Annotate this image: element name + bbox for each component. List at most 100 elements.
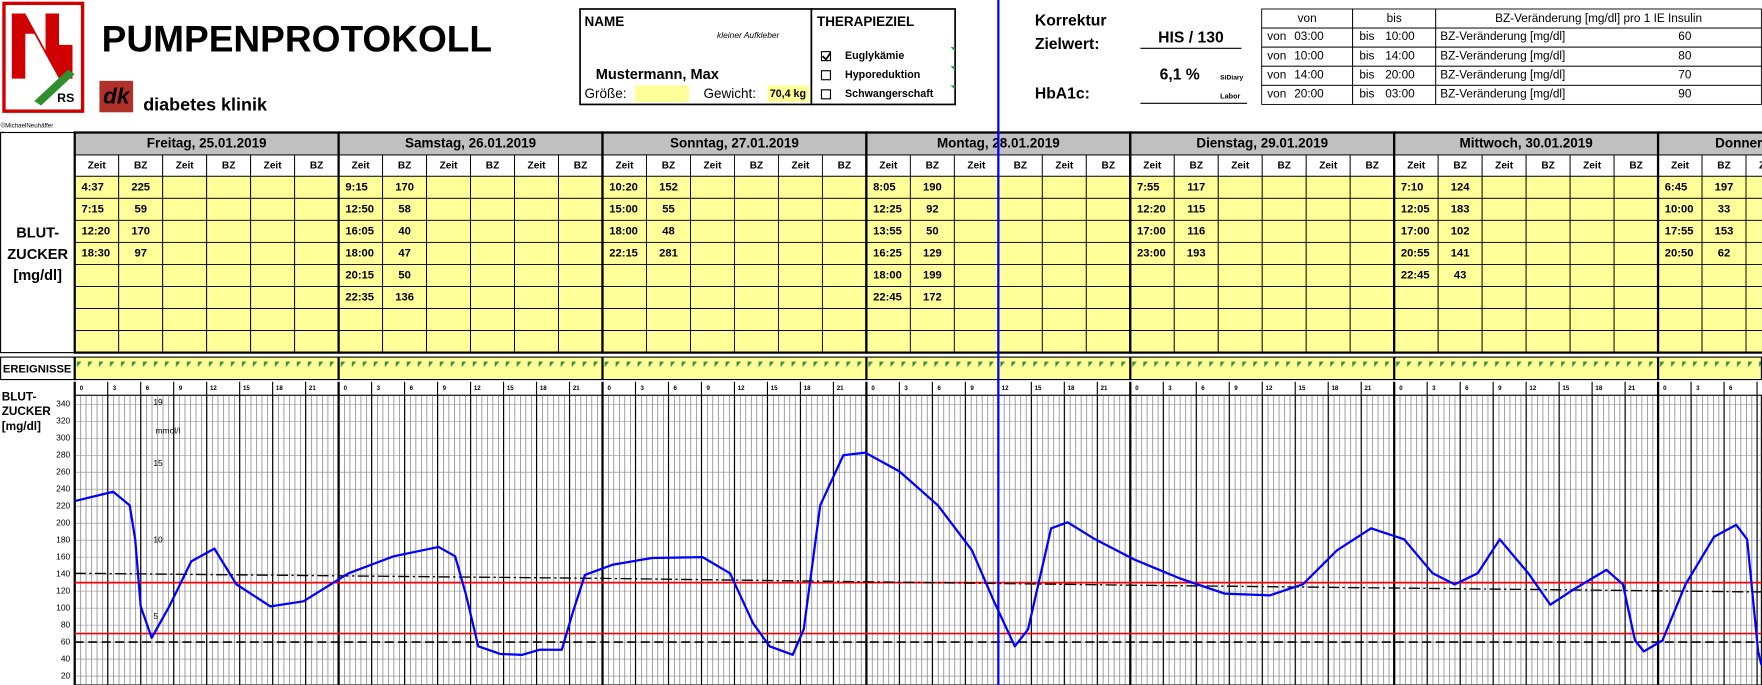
column-header: Zeit [879, 160, 898, 171]
x-tick-label: 15 [507, 385, 514, 392]
patient-name: Mustermann, Max [596, 67, 719, 83]
log-cell [162, 219, 208, 243]
log-cell [997, 264, 1043, 287]
log-cell [953, 308, 999, 332]
logo-mark [11, 13, 73, 79]
log-cell [1305, 308, 1351, 332]
reading-time: 23:00 [1137, 247, 1166, 259]
log-cell [953, 219, 999, 243]
log-cell [909, 330, 955, 354]
log-cell [1305, 175, 1351, 199]
log-cell [514, 197, 559, 221]
events-label: EREIGNISSE [3, 363, 72, 375]
reading-bz: 129 [923, 247, 942, 259]
log-cell [690, 175, 735, 199]
log-cell [1657, 330, 1703, 354]
log-cell [1569, 308, 1615, 332]
check-mark [822, 52, 832, 61]
log-label-cell [0, 131, 76, 354]
y-tick-label: 280 [56, 449, 70, 459]
reading-time: 15:00 [609, 203, 638, 215]
log-cell [1041, 241, 1087, 265]
x-tick-box [1528, 382, 1538, 394]
log-cell [1085, 197, 1131, 221]
column-header: Zeit [1231, 160, 1250, 171]
log-cell [338, 330, 384, 354]
x-tick-label: 6 [1465, 385, 1469, 392]
table-value: 70 [1678, 68, 1692, 81]
reading-time: 7:15 [81, 203, 103, 215]
log-cell [734, 197, 779, 221]
log-cell [1261, 219, 1307, 243]
log-cell [690, 219, 735, 243]
log-cell [1525, 330, 1571, 354]
column-header: BZ [1014, 160, 1027, 171]
log-cell [821, 241, 867, 265]
log-cell [1613, 330, 1659, 354]
log-cell [382, 330, 428, 354]
reading-bz: 59 [134, 203, 146, 215]
glucose-curve [74, 451, 1762, 666]
reading-bz: 170 [131, 225, 150, 237]
log-cell [250, 308, 296, 332]
height-label: Größe: [585, 86, 627, 101]
reading-bz: 62 [1718, 247, 1730, 259]
day-header: Sonntag, 27.01.2019 [670, 135, 799, 150]
y-tick-label: 160 [56, 551, 70, 561]
column-header: Zeit [1143, 160, 1162, 171]
reading-bz: 172 [923, 291, 942, 303]
table-text: 03:00 [1385, 87, 1415, 100]
log-cell [514, 330, 559, 354]
reading-time: 17:55 [1665, 225, 1694, 237]
log-cell [294, 219, 340, 243]
reading-bz: 193 [1187, 247, 1206, 259]
log-cell [118, 308, 164, 332]
reading-bz: 190 [923, 181, 942, 193]
log-cell [1657, 286, 1703, 309]
x-tick-box [604, 382, 614, 394]
name-label: NAME [585, 14, 625, 29]
log-cell [1701, 286, 1747, 309]
log-cell [1305, 286, 1351, 309]
x-tick-label: 15 [771, 385, 778, 392]
log-cell [1349, 219, 1395, 243]
column-header: Zeit [440, 160, 459, 171]
log-cell [1041, 197, 1087, 221]
column-header: BZ [1102, 160, 1115, 171]
column-header: Zeit [1407, 160, 1426, 171]
column-header: BZ [222, 160, 235, 171]
log-cell [1745, 241, 1762, 265]
log-cell [1481, 286, 1527, 309]
x-tick-label: 9 [1234, 385, 1238, 392]
mmol-tick-label: 19 [153, 397, 163, 407]
reading-time: 16:05 [345, 225, 374, 237]
log-cell [558, 241, 603, 265]
log-cell [470, 330, 515, 354]
table-text: 03:00 [1294, 30, 1324, 43]
log-cell [734, 286, 779, 309]
reading-time: 17:00 [1401, 225, 1430, 237]
x-tick-box [901, 382, 911, 394]
log-cell [1525, 241, 1571, 265]
log-cell [426, 286, 472, 309]
column-header: BZ [1717, 160, 1730, 171]
log-cell [821, 197, 867, 221]
log-cell [734, 175, 779, 199]
log-cell [646, 330, 691, 354]
log-cell [1041, 175, 1087, 199]
column-header: BZ [1365, 160, 1378, 171]
log-cell [777, 241, 823, 265]
log-cell [514, 308, 559, 332]
sticker-note: kleiner Aufkleber [717, 30, 780, 40]
x-tick-label: 6 [1201, 385, 1205, 392]
log-cell [1085, 330, 1131, 354]
log-cell [1745, 330, 1762, 354]
log-cell [1745, 219, 1762, 243]
log-cell [821, 264, 867, 287]
therapy-option: Hyporeduktion [845, 69, 920, 81]
reading-time: 6:45 [1665, 181, 1687, 193]
y-axis-label: BLUT- [2, 391, 37, 404]
mmol-tick-label: 10 [153, 534, 163, 544]
